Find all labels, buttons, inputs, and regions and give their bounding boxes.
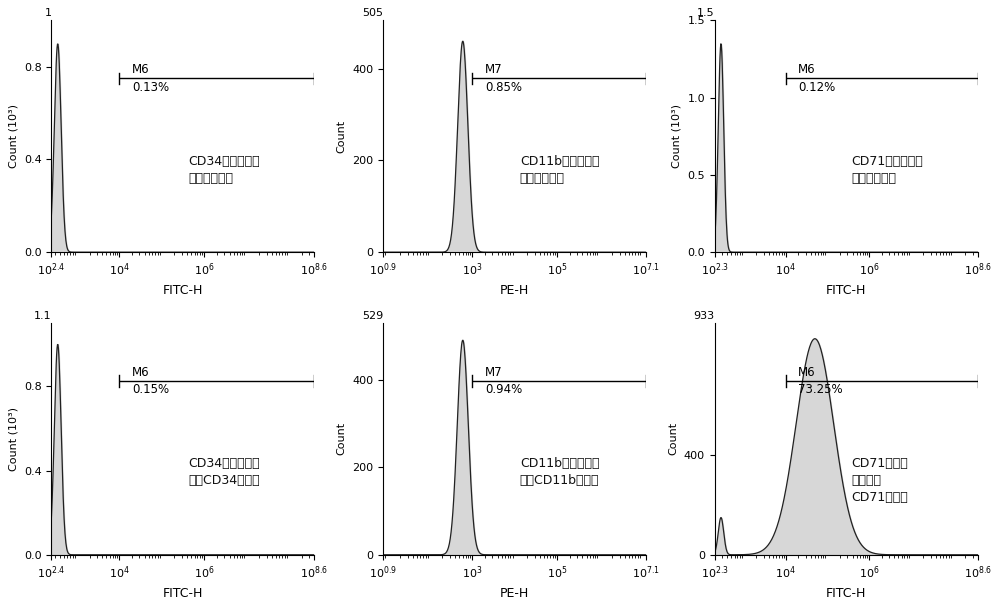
Text: 933: 933 bbox=[694, 311, 715, 321]
Text: CD11b：阴性对照
（不加抗体）: CD11b：阴性对照 （不加抗体） bbox=[520, 155, 599, 185]
Y-axis label: Count (10³): Count (10³) bbox=[8, 407, 18, 471]
Text: 0.15%: 0.15% bbox=[132, 383, 169, 396]
X-axis label: FITC-H: FITC-H bbox=[826, 284, 866, 297]
X-axis label: FITC-H: FITC-H bbox=[163, 587, 203, 599]
Text: CD71：阴性对照
（不加抗体）: CD71：阴性对照 （不加抗体） bbox=[851, 155, 923, 185]
X-axis label: PE-H: PE-H bbox=[500, 284, 529, 297]
Text: 1.5: 1.5 bbox=[697, 8, 715, 18]
Text: 73.25%: 73.25% bbox=[798, 383, 843, 396]
Y-axis label: Count (10³): Count (10³) bbox=[672, 105, 682, 168]
Text: CD34：阳性（加
抗亼CD34抗体）: CD34：阳性（加 抗亼CD34抗体） bbox=[188, 457, 260, 488]
Text: 0.13%: 0.13% bbox=[132, 81, 169, 94]
Y-axis label: Count: Count bbox=[337, 120, 347, 153]
X-axis label: FITC-H: FITC-H bbox=[163, 284, 203, 297]
Text: 1: 1 bbox=[44, 8, 51, 18]
Text: 1.1: 1.1 bbox=[34, 311, 51, 321]
X-axis label: FITC-H: FITC-H bbox=[826, 587, 866, 599]
Y-axis label: Count: Count bbox=[668, 423, 678, 455]
Text: 0.12%: 0.12% bbox=[798, 81, 835, 94]
Y-axis label: Count (10³): Count (10³) bbox=[8, 105, 18, 168]
Text: 0.85%: 0.85% bbox=[485, 81, 522, 94]
X-axis label: PE-H: PE-H bbox=[500, 587, 529, 599]
Text: 505: 505 bbox=[362, 8, 383, 18]
Text: M6: M6 bbox=[132, 365, 150, 379]
Text: CD11b：阳性（加
抗亼CD11b抗体）: CD11b：阳性（加 抗亼CD11b抗体） bbox=[520, 457, 599, 488]
Y-axis label: Count: Count bbox=[337, 423, 347, 455]
Text: M6: M6 bbox=[798, 365, 816, 379]
Text: M7: M7 bbox=[485, 63, 502, 76]
Text: M7: M7 bbox=[485, 365, 502, 379]
Text: CD71：阳性
（加抗人
CD71抗体）: CD71：阳性 （加抗人 CD71抗体） bbox=[851, 457, 908, 505]
Text: M6: M6 bbox=[798, 63, 816, 76]
Text: 0.94%: 0.94% bbox=[485, 383, 522, 396]
Text: CD34：阴性对照
（不加抗体）: CD34：阴性对照 （不加抗体） bbox=[188, 155, 260, 185]
Text: 529: 529 bbox=[362, 311, 383, 321]
Text: M6: M6 bbox=[132, 63, 150, 76]
